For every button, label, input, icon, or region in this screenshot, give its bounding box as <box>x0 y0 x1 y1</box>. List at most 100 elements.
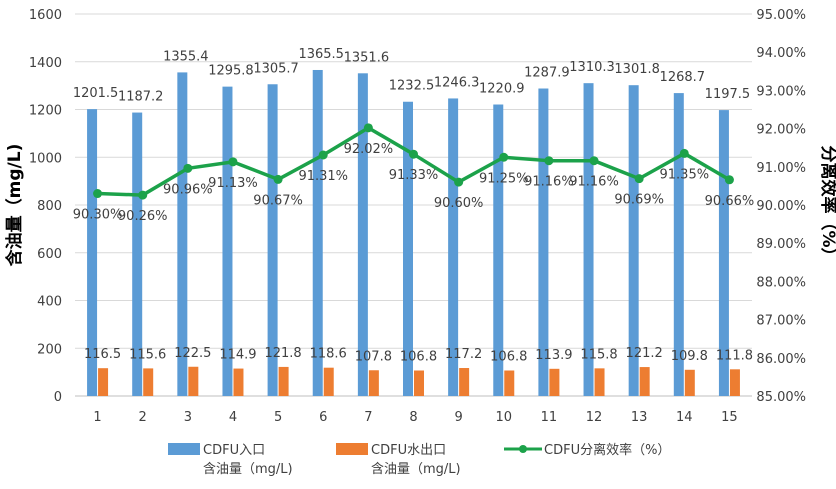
left-tick-label: 0 <box>54 390 62 405</box>
bar-outlet <box>414 370 424 396</box>
left-tick-label: 1000 <box>29 151 62 166</box>
efficiency-label: 91.16% <box>524 175 574 190</box>
legend-label-inlet-1: CDFU入口 <box>203 443 265 458</box>
bar-label-outlet: 116.5 <box>84 347 121 362</box>
line-data-labels: 90.30%90.26% 90.96%91.13% 90.67% 91.31% 92.0… <box>73 142 754 224</box>
bar-outlet <box>368 370 379 396</box>
bar-label-outlet: 115.8 <box>580 347 617 362</box>
right-axis-title: 分离效率（%） <box>818 145 836 264</box>
efficiency-label: 90.66% <box>705 194 755 209</box>
efficiency-point <box>273 174 283 184</box>
left-tick-label: 1600 <box>29 8 62 23</box>
bar-inlet <box>267 84 278 396</box>
x-tick-label: 5 <box>274 410 282 425</box>
bar-label-inlet: 1287.9 <box>524 66 570 81</box>
bar-outlet <box>323 367 334 396</box>
efficiency-point <box>724 175 734 185</box>
legend-swatch-inlet <box>168 443 200 455</box>
bar-inlet <box>87 109 98 396</box>
right-tick-label: 92.00% <box>756 123 806 138</box>
legend-label-outlet-2: 含油量（mg/L) <box>371 461 461 477</box>
left-tick-label: 200 <box>37 342 62 357</box>
bar-outlet <box>594 368 605 396</box>
bar-outlet <box>684 369 695 396</box>
right-tick-label: 88.00% <box>756 275 806 290</box>
bar-label-outlet: 122.5 <box>174 346 211 361</box>
bar-label-outlet: 109.8 <box>671 349 708 364</box>
bar-series <box>87 69 740 397</box>
efficiency-point <box>183 163 193 173</box>
bar-inlet <box>673 93 684 397</box>
efficiency-point <box>544 156 554 166</box>
efficiency-label: 90.69% <box>614 193 664 208</box>
bar-outlet <box>459 368 470 396</box>
bar-outlet <box>504 370 515 396</box>
bar-outlet <box>729 369 740 396</box>
efficiency-point <box>363 123 373 133</box>
efficiency-label: 90.60% <box>434 196 484 211</box>
bar-inlet <box>583 83 594 396</box>
legend-label-inlet-2: 含油量（mg/L) <box>203 461 293 477</box>
efficiency-label: 90.67% <box>253 193 303 208</box>
efficiency-label: 90.26% <box>118 209 168 224</box>
legend-marker-efficiency <box>519 445 527 453</box>
bar-inlet <box>448 98 459 397</box>
bar-label-outlet: 118.6 <box>310 347 347 362</box>
x-tick-label: 6 <box>319 410 327 425</box>
bar-outlet <box>278 366 289 396</box>
bar-label-outlet: 111.8 <box>716 348 753 363</box>
bar-inlet <box>357 73 368 397</box>
x-tick-label: 9 <box>454 410 462 425</box>
x-axis-ticks: 1 2 3 4 5 6 7 8 9 10 11 12 13 14 15 <box>93 410 737 425</box>
legend-swatch-outlet <box>336 443 368 455</box>
legend-label-outlet-1: CDFU水出口 <box>371 443 446 458</box>
bar-label-inlet: 1365.5 <box>298 47 344 62</box>
bar-outlet <box>549 368 560 396</box>
bar-label-inlet: 1301.8 <box>614 62 660 77</box>
bar-label-inlet: 1305.7 <box>253 61 299 76</box>
bar-inlet <box>628 85 639 396</box>
x-tick-label: 2 <box>139 410 147 425</box>
efficiency-point <box>318 150 328 160</box>
efficiency-label: 90.96% <box>163 182 213 197</box>
efficiency-point <box>228 157 238 167</box>
efficiency-label: 91.33% <box>389 168 439 183</box>
bar-label-outlet: 107.8 <box>355 349 392 364</box>
legend-label-efficiency: CDFU分离效率（%） <box>544 442 670 458</box>
efficiency-point <box>454 177 464 187</box>
bar-outlet <box>639 367 650 396</box>
x-tick-label: 12 <box>586 410 603 425</box>
x-tick-label: 1 <box>93 410 101 425</box>
bar-label-inlet: 1246.3 <box>434 75 480 90</box>
right-tick-label: 91.00% <box>756 161 806 176</box>
efficiency-point <box>634 174 644 184</box>
right-tick-label: 87.00% <box>756 314 806 329</box>
legend: CDFU入口 含油量（mg/L) CDFU水出口 含油量（mg/L) CDFU分… <box>168 442 670 477</box>
efficiency-label: 91.16% <box>569 175 619 190</box>
x-tick-label: 8 <box>409 410 417 425</box>
left-tick-label: 1200 <box>29 104 62 119</box>
bar-label-outlet: 113.9 <box>535 348 572 363</box>
bar-outlet <box>98 368 109 396</box>
bar-label-inlet: 1232.5 <box>389 79 435 94</box>
bar-inlet <box>538 88 549 396</box>
bar-inlet <box>177 72 188 396</box>
left-tick-label: 1400 <box>29 56 62 71</box>
bar-label-inlet: 1310.3 <box>569 60 615 75</box>
bar-label-inlet: 1351.6 <box>344 50 390 65</box>
bar-inlet <box>222 86 233 396</box>
bar-data-labels: 1201.5116.51187.2115.61355.4122.51295.81… <box>73 47 753 365</box>
right-tick-label: 86.00% <box>756 352 806 367</box>
efficiency-point <box>679 148 689 158</box>
efficiency-label: 92.02% <box>344 142 394 157</box>
bar-inlet <box>493 104 504 396</box>
left-axis-ticks: 0 200 400 600 800 1000 1200 1400 1600 <box>29 8 62 405</box>
bar-inlet <box>403 101 413 396</box>
x-tick-label: 7 <box>364 410 372 425</box>
bar-label-outlet: 121.2 <box>626 346 663 361</box>
x-tick-label: 15 <box>721 410 738 425</box>
left-tick-label: 800 <box>37 199 62 214</box>
x-tick-label: 3 <box>184 410 192 425</box>
x-tick-label: 4 <box>229 410 237 425</box>
